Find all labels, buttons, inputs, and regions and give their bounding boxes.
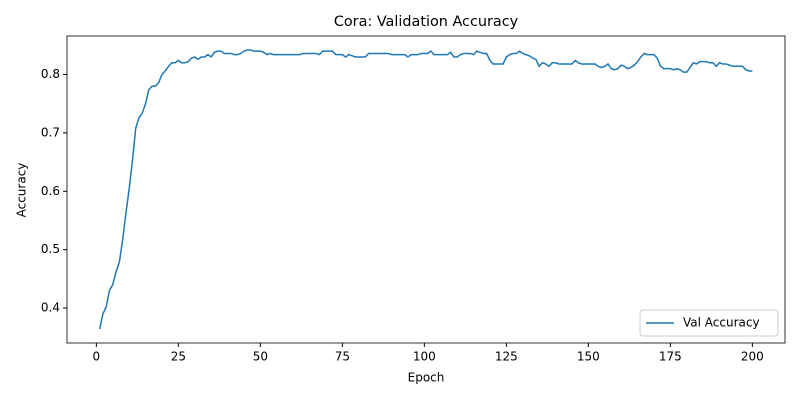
x-tick-label: 75 bbox=[335, 350, 350, 364]
y-tick-label: 0.8 bbox=[41, 67, 60, 81]
x-tick-label: 125 bbox=[495, 350, 518, 364]
y-tick-label: 0.6 bbox=[41, 184, 60, 198]
x-tick-label: 50 bbox=[253, 350, 268, 364]
y-tick-label: 0.4 bbox=[41, 301, 60, 315]
y-axis-label: Accuracy bbox=[15, 163, 29, 218]
x-tick-label: 175 bbox=[659, 350, 682, 364]
x-tick-label: 0 bbox=[93, 350, 101, 364]
x-tick-label: 25 bbox=[171, 350, 186, 364]
y-tick-label: 0.5 bbox=[41, 242, 60, 256]
x-tick-label: 100 bbox=[413, 350, 436, 364]
x-tick-label: 200 bbox=[741, 350, 764, 364]
chart-title: Cora: Validation Accuracy bbox=[334, 14, 519, 30]
legend-label: Val Accuracy bbox=[683, 316, 760, 330]
legend-box bbox=[639, 309, 779, 337]
x-tick-label: 150 bbox=[577, 350, 600, 364]
x-axis-label: Epoch bbox=[408, 371, 445, 385]
y-tick-label: 0.7 bbox=[41, 125, 60, 139]
plot-frame bbox=[66, 35, 786, 344]
data-line bbox=[98, 49, 753, 330]
